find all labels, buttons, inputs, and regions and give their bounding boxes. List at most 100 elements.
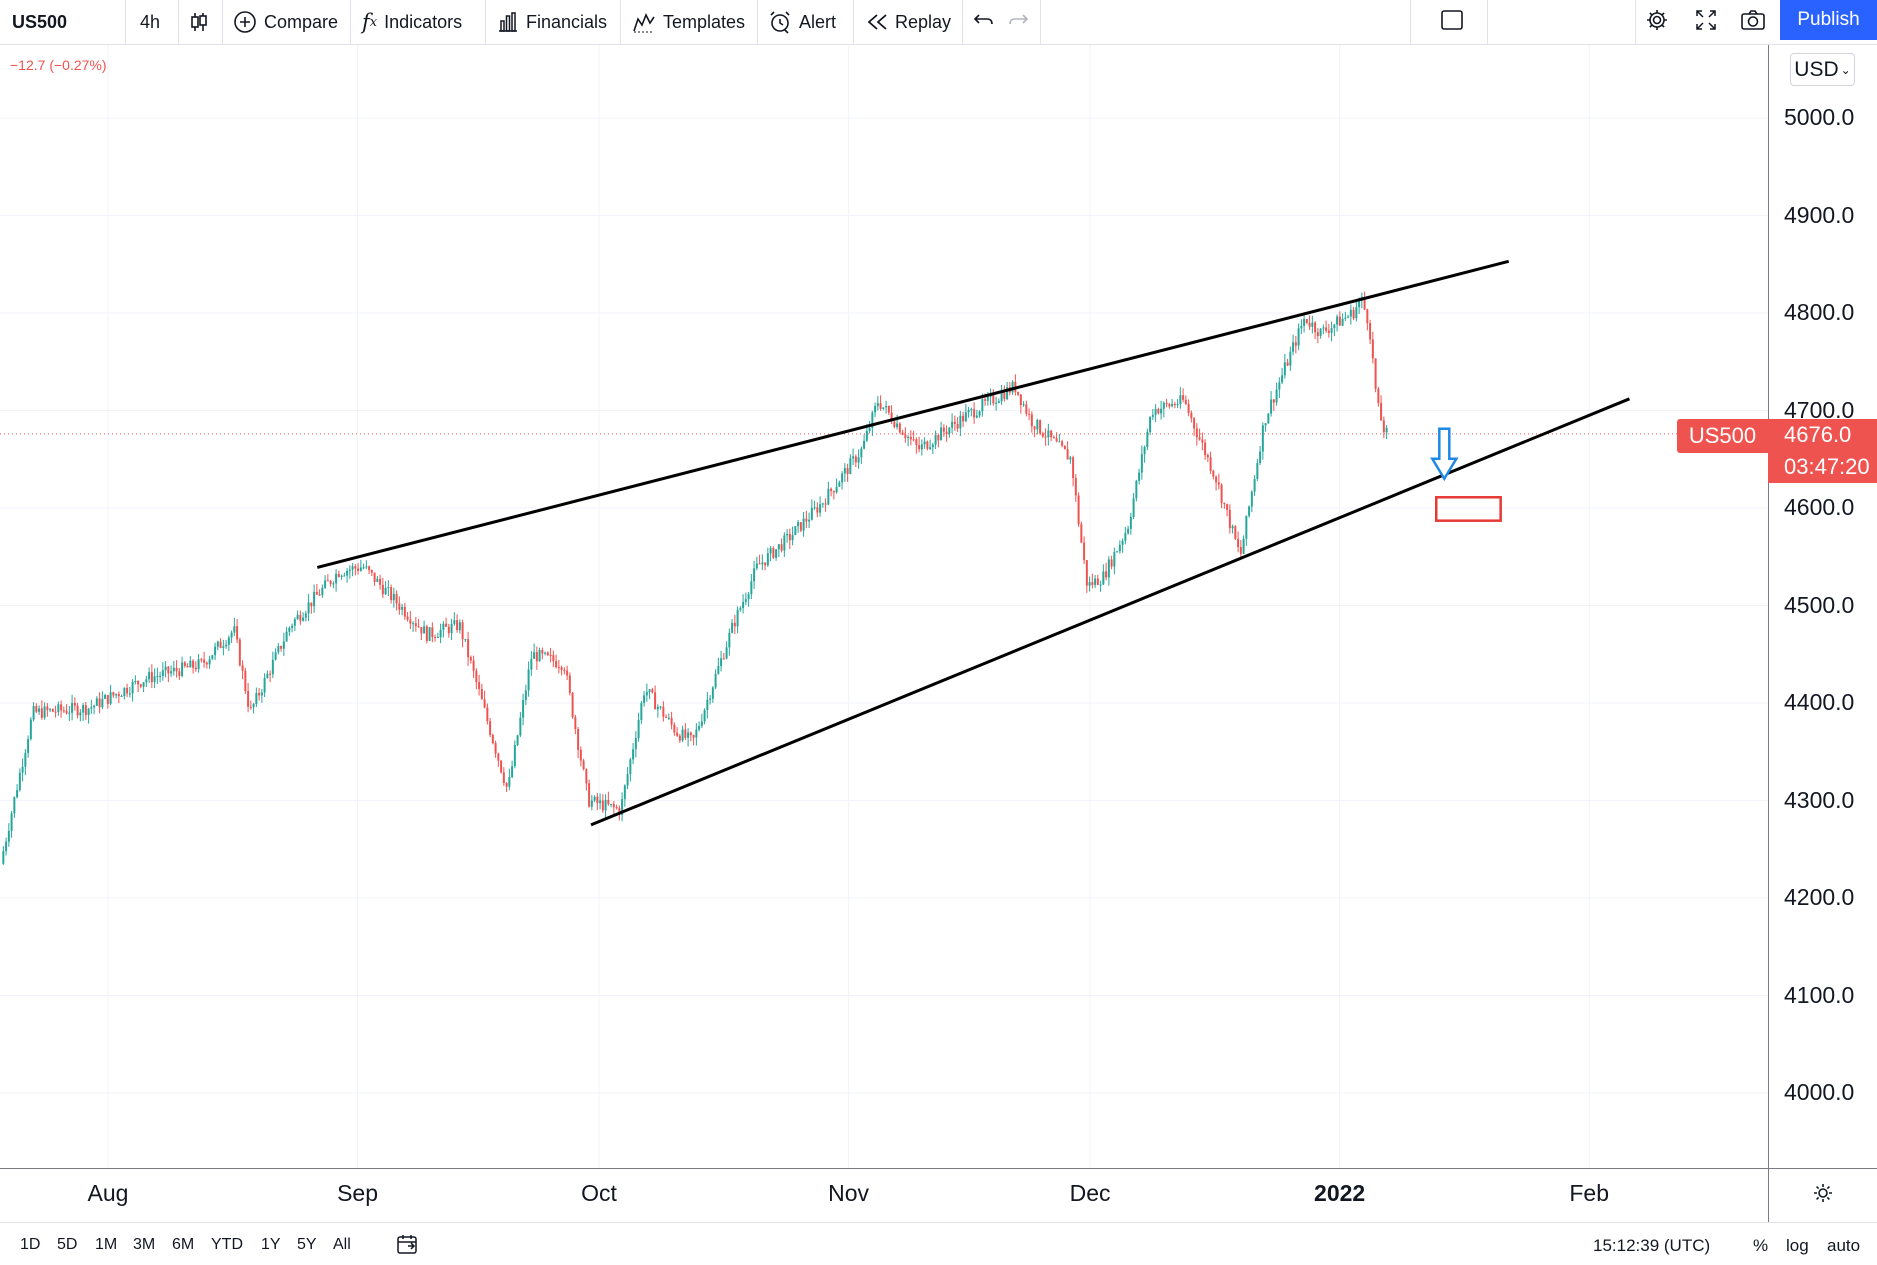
snapshot-button[interactable] — [1740, 0, 1766, 44]
candle-body — [962, 415, 965, 422]
candle-body — [1165, 402, 1168, 405]
candle-body — [720, 658, 723, 667]
calendar-icon — [395, 1235, 419, 1260]
compare-button[interactable]: Compare — [233, 0, 338, 44]
candle-body — [742, 601, 745, 609]
candle-body — [1173, 404, 1176, 406]
range-button-ytd[interactable]: YTD — [211, 1236, 243, 1253]
candle-body — [753, 568, 756, 582]
candle-body — [1253, 478, 1256, 492]
interval-button[interactable]: 4h — [140, 0, 160, 44]
candle-body — [555, 661, 558, 668]
templates-button[interactable]: Templates — [632, 0, 745, 44]
range-button-3m[interactable]: 3M — [133, 1236, 156, 1253]
replay-button[interactable]: Replay — [866, 0, 951, 44]
candle-body — [684, 729, 687, 738]
candle-body — [1237, 538, 1240, 548]
layout-button[interactable] — [1440, 0, 1464, 44]
candle-body — [1355, 307, 1358, 319]
candle-body — [824, 503, 827, 505]
candle-body — [423, 626, 426, 634]
percent-toggle[interactable]: % — [1753, 1236, 1769, 1255]
fullscreen-button[interactable] — [1694, 0, 1718, 44]
range-button-6m[interactable]: 6M — [172, 1236, 195, 1253]
replay-label: Replay — [895, 11, 952, 32]
candle-body — [458, 622, 461, 631]
clock-label[interactable]: 15:12:39 (UTC) — [1593, 1236, 1711, 1255]
candle-body — [505, 782, 508, 787]
candle-body — [340, 575, 343, 577]
toolbar-divider — [620, 0, 621, 44]
candle-body — [453, 620, 456, 624]
candle-body — [1308, 322, 1311, 327]
candle-body — [291, 625, 294, 628]
candle-body — [238, 639, 241, 666]
currency-dropdown[interactable]: USD ⌄ — [1790, 53, 1855, 86]
alert-button[interactable]: Alert — [768, 0, 836, 44]
candle-body — [1025, 404, 1028, 414]
auto-toggle[interactable]: auto — [1827, 1236, 1861, 1255]
candle-body — [1248, 506, 1251, 516]
candle-body — [893, 421, 896, 428]
price-axis[interactable] — [1768, 45, 1877, 1168]
chart-pane[interactable] — [0, 45, 1768, 1168]
target-rectangle[interactable] — [1435, 496, 1502, 522]
candle-body — [610, 803, 613, 805]
time-axis[interactable] — [0, 1168, 1768, 1222]
range-button-5y[interactable]: 5Y — [297, 1236, 317, 1253]
trendline-lower[interactable] — [590, 397, 1631, 827]
candle-body — [920, 444, 923, 450]
axis-settings-button[interactable] — [1768, 1168, 1877, 1222]
candle-body — [1270, 399, 1273, 414]
candle-body — [843, 468, 846, 474]
time-tick-label: Feb — [1569, 1180, 1610, 1206]
range-button-1d[interactable]: 1D — [20, 1236, 41, 1253]
symbol-search[interactable]: US500 — [12, 0, 67, 44]
toolbar-divider — [962, 0, 963, 44]
range-button-1y[interactable]: 1Y — [261, 1236, 281, 1253]
financials-button[interactable]: Financials — [497, 0, 607, 44]
candle-body — [676, 732, 679, 736]
candle-body — [582, 760, 585, 770]
candle-body — [159, 675, 162, 677]
trendline-upper[interactable] — [316, 259, 1510, 569]
goto-date-button[interactable] — [395, 1232, 419, 1261]
candle-body — [511, 766, 514, 778]
candle-body — [703, 710, 706, 722]
candle-body — [1121, 540, 1124, 545]
candle-body — [425, 626, 428, 641]
undo-button[interactable] — [973, 0, 995, 44]
drawing-layer[interactable] — [316, 259, 1631, 827]
candle-body — [134, 680, 137, 683]
publish-button[interactable]: Publish — [1780, 0, 1877, 40]
candle-body — [926, 441, 929, 449]
range-button-1m[interactable]: 1M — [95, 1236, 118, 1253]
candle-body — [544, 652, 547, 654]
candle-body — [599, 800, 602, 804]
candle-body — [65, 710, 68, 714]
candle-body — [98, 698, 101, 708]
settings-button[interactable] — [1645, 0, 1669, 44]
log-toggle[interactable]: log — [1786, 1236, 1809, 1255]
candle-body — [1352, 309, 1355, 319]
candle-body — [326, 580, 329, 582]
candle-body — [156, 676, 159, 678]
candle-body — [227, 637, 230, 645]
candle-body — [1055, 438, 1058, 442]
redo-button[interactable] — [1007, 0, 1029, 44]
candle-body — [241, 665, 244, 671]
arrow-down-drawing[interactable] — [1430, 427, 1459, 482]
candle-body — [709, 698, 712, 700]
candle-body — [387, 587, 390, 589]
bar-countdown: 03:47:20 — [1784, 454, 1870, 479]
candle-body — [1366, 309, 1369, 324]
candle-body — [1206, 455, 1209, 458]
candle-body — [172, 667, 175, 672]
candle-body — [167, 666, 170, 674]
range-button-all[interactable]: All — [333, 1236, 351, 1253]
chart-type-button[interactable] — [188, 0, 217, 44]
range-button-5d[interactable]: 5D — [57, 1236, 78, 1253]
candle-body — [871, 412, 874, 428]
